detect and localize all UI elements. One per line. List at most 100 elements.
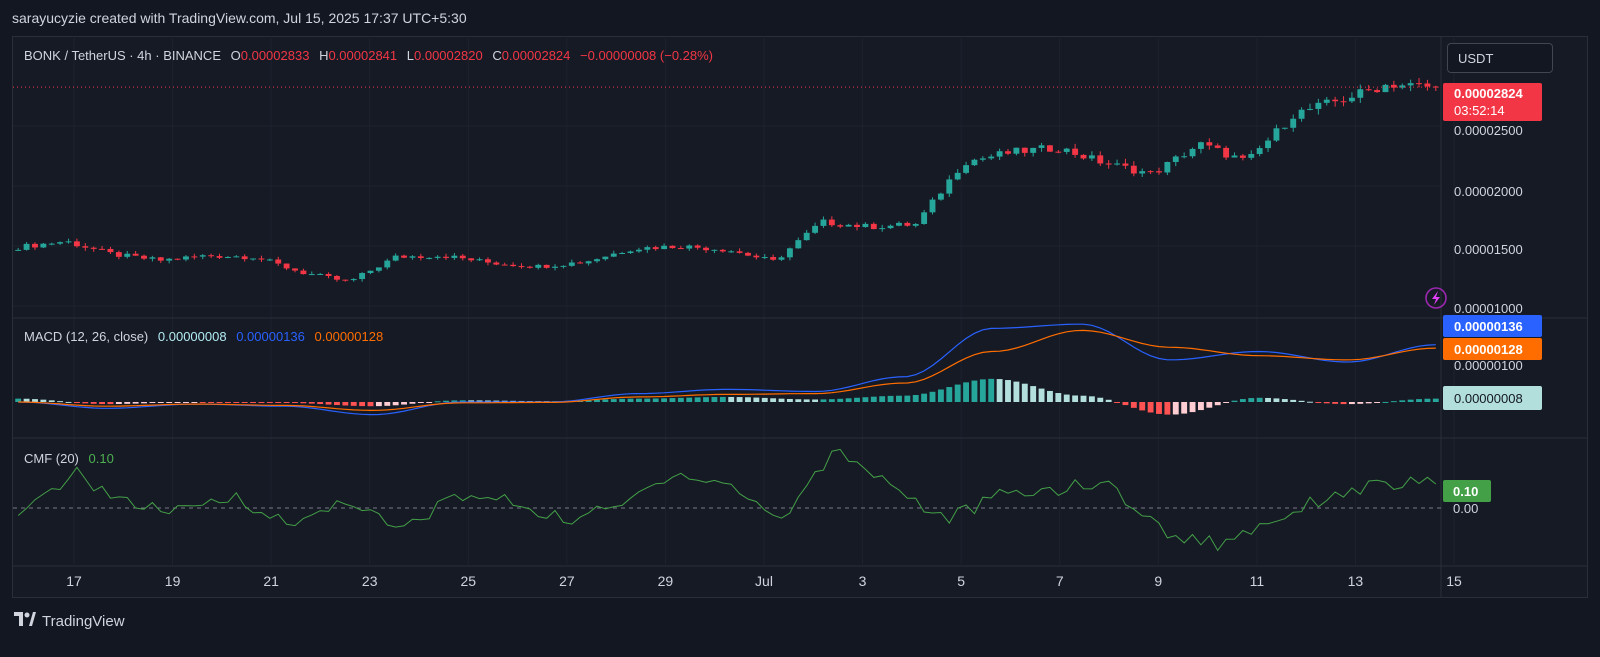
- macd-hist-bar: [501, 400, 508, 402]
- candle-body: [250, 258, 257, 260]
- macd-hist-bar: [652, 398, 659, 402]
- macd-hist-bar: [879, 396, 886, 402]
- candle: [652, 245, 659, 251]
- macd-hist-bar: [820, 399, 827, 402]
- attribution-bar: sarayucyzie created with TradingView.com…: [0, 0, 1600, 36]
- candle-body: [1030, 147, 1037, 153]
- candle-body: [476, 259, 483, 261]
- candle: [1348, 92, 1355, 104]
- cmf-legend[interactable]: CMF (20) 0.10: [24, 451, 120, 466]
- candle-body: [359, 273, 366, 280]
- candle: [1382, 83, 1389, 93]
- macd-hist-bar: [409, 402, 416, 404]
- candle: [1189, 147, 1196, 159]
- macd-title[interactable]: MACD (12, 26, close): [24, 329, 149, 344]
- candle-body: [703, 247, 709, 251]
- candle-body: [1265, 140, 1271, 149]
- candle: [157, 256, 164, 263]
- macd-legend[interactable]: MACD (12, 26, close) 0.00000008 0.000001…: [24, 329, 389, 344]
- candle: [1374, 88, 1381, 93]
- candle: [803, 229, 810, 241]
- candle-body: [560, 265, 567, 267]
- macd-hist-bar: [32, 399, 38, 402]
- candle-body: [1298, 109, 1305, 119]
- time-tick: 5: [957, 573, 965, 589]
- tradingview-logo-icon: [14, 612, 36, 630]
- candle: [258, 255, 265, 263]
- candle: [1206, 138, 1213, 150]
- candle: [1097, 151, 1104, 167]
- candle-body: [501, 264, 508, 266]
- candle-body: [954, 172, 961, 180]
- bolt-icon[interactable]: [1425, 287, 1447, 309]
- candle: [1122, 158, 1129, 169]
- macd-hist-bar: [677, 397, 684, 402]
- candle-body: [1114, 163, 1120, 165]
- time-axis[interactable]: 17 19 21 23 25 27 29 Jul 3 5 7 9 11 13 15: [66, 573, 1462, 589]
- symbol-label[interactable]: BONK / TetherUS · 4h · BINANCE: [24, 48, 221, 63]
- macd-hist-bar: [837, 398, 844, 402]
- macd-hist-bar: [963, 382, 970, 402]
- candle-body: [23, 243, 30, 250]
- candle: [392, 253, 399, 262]
- candle-body: [1080, 154, 1087, 159]
- macd-axis-tick: 0.00000100: [1454, 358, 1523, 373]
- macd-hist-bar: [1038, 388, 1045, 402]
- candle: [174, 258, 181, 261]
- macd-hist-bar: [468, 400, 475, 402]
- candle-body: [350, 279, 357, 281]
- candle: [1181, 152, 1188, 159]
- chart-frame[interactable]: [12, 36, 1588, 598]
- candle: [703, 246, 709, 254]
- chart-canvas[interactable]: 0.00002500 0.00002000 0.00001500 0.00001…: [0, 0, 1600, 600]
- cmf-title[interactable]: CMF (20): [24, 451, 79, 466]
- candle-body: [199, 255, 206, 257]
- candle-body: [1105, 163, 1112, 165]
- cmf-line: [17, 448, 1437, 552]
- candle: [199, 254, 206, 260]
- candle: [896, 221, 902, 227]
- macd-hist-bar: [451, 400, 458, 402]
- main-legend[interactable]: BONK / TetherUS · 4h · BINANCE O0.000028…: [24, 48, 719, 63]
- candle: [417, 253, 424, 261]
- candle-body: [183, 256, 189, 260]
- candle-body: [937, 193, 944, 200]
- signal-value: 0.00000128: [314, 329, 384, 344]
- candle-body: [610, 253, 617, 257]
- macd-hist-bar: [585, 400, 592, 402]
- cmf-axis[interactable]: 0.10 0.00: [1443, 480, 1491, 516]
- candle: [778, 255, 785, 261]
- price-axis[interactable]: 0.00002500 0.00002000 0.00001500 0.00001…: [1454, 123, 1523, 316]
- macd-hist-bar: [350, 402, 357, 406]
- macd-hist-bar: [1407, 399, 1414, 402]
- macd-hist-bar: [736, 397, 743, 402]
- tradingview-logo[interactable]: TradingView: [14, 612, 125, 630]
- macd-axis[interactable]: 0.00000136 0.00000128 0.00000100 0.00000…: [1443, 315, 1542, 410]
- macd-hist-bar: [828, 399, 835, 402]
- cmf-axis-label: 0.10: [1453, 484, 1478, 499]
- candle-body: [543, 264, 550, 268]
- candle: [770, 254, 777, 261]
- candle: [635, 247, 642, 253]
- candle-body: [224, 256, 231, 258]
- candle-body: [426, 257, 433, 259]
- currency-button[interactable]: USDT: [1447, 43, 1553, 73]
- candle: [1072, 143, 1079, 158]
- candle-body: [1214, 145, 1221, 148]
- candle-body: [1189, 148, 1196, 157]
- candle-body: [401, 255, 407, 258]
- macd-hist-bar: [1206, 402, 1213, 408]
- macd-hist-bar: [124, 402, 131, 404]
- candle: [359, 272, 366, 282]
- candle: [971, 158, 978, 167]
- macd-hist-bar: [1122, 402, 1129, 406]
- macd-hist-bar: [1374, 402, 1381, 403]
- candle-body: [157, 257, 164, 261]
- candle: [1080, 154, 1087, 160]
- candle-body: [48, 243, 55, 245]
- macd-hist-bar: [392, 402, 399, 406]
- macd-hist-bar: [594, 399, 600, 402]
- macd-hist-bar: [1340, 402, 1347, 405]
- macd-hist-bar: [1013, 381, 1020, 402]
- macd-hist-bar: [1030, 386, 1037, 402]
